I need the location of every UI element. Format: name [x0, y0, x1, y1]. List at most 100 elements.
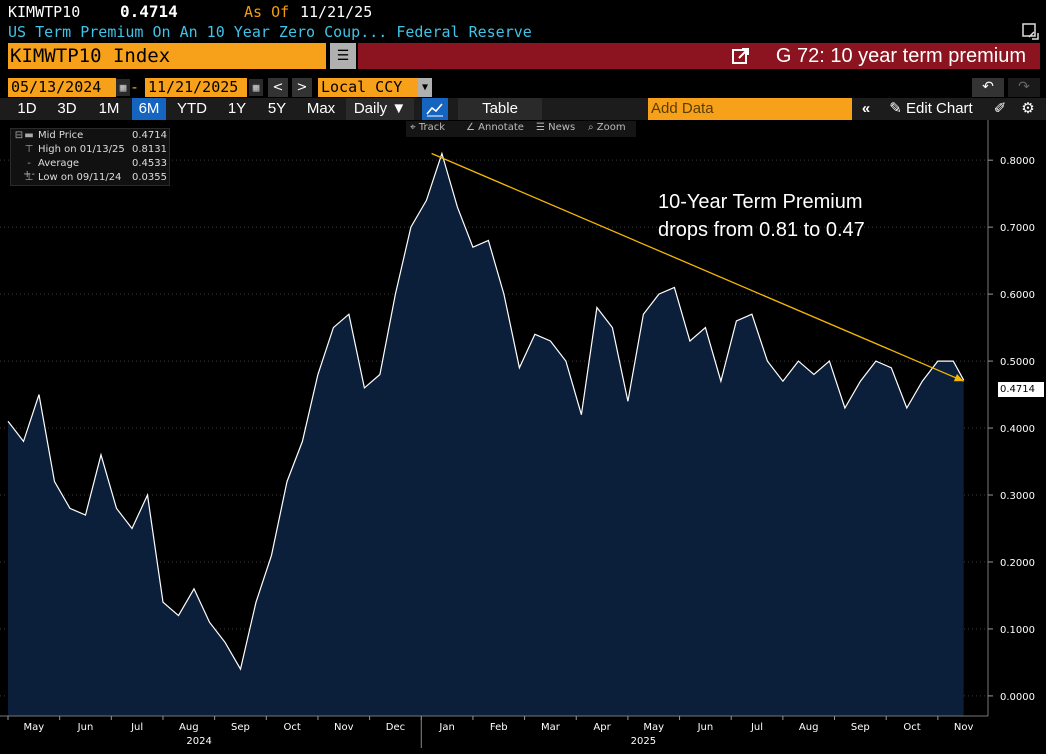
average-marker-icon: -+- — [23, 158, 35, 180]
chevron-down-icon: ▼ — [421, 82, 429, 93]
y-tick-label: 0.8000 — [1000, 156, 1035, 167]
start-date-field[interactable]: 05/13/2024 — [8, 78, 116, 97]
x-axis-ticks: May Jun Jul Aug Sep Oct Nov Dec Jan Feb Mar Apr May J… — [7, 716, 974, 748]
track-tool[interactable]: ⌖ Track — [410, 122, 445, 133]
low-marker-icon: ⊥ — [24, 172, 34, 183]
x-tick-label: Aug — [799, 722, 819, 733]
x-tick-label: May — [643, 722, 664, 733]
period-1m[interactable]: 1M — [98, 100, 120, 117]
function-title: G 72: 10 year term premium — [775, 45, 1026, 67]
x-tick-label: Oct — [903, 722, 920, 733]
security-description: US Term Premium On An 10 Year Zero Coup.… — [8, 23, 532, 41]
popout-icon[interactable] — [732, 47, 750, 65]
zoom-tool[interactable]: ⌕ Zoom — [588, 122, 626, 133]
period-1y[interactable]: 1Y — [227, 100, 247, 117]
y-tick-label: 0.3000 — [1000, 491, 1035, 502]
x-tick-label: Nov — [954, 722, 974, 733]
add-data-input[interactable]: Add Data — [648, 98, 852, 120]
x-tick-label: Jun — [697, 722, 714, 733]
x-year-label: 2024 — [186, 736, 211, 747]
last-price: 0.4714 — [120, 2, 178, 21]
redo-button[interactable]: ↷ — [1008, 78, 1040, 97]
price-area — [8, 153, 964, 716]
legend-average: -+- Average 0.4533 — [23, 158, 167, 180]
as-of-label: As Of — [244, 3, 290, 21]
x-tick-label: Sep — [851, 722, 870, 733]
x-tick-label: Apr — [593, 722, 611, 733]
annotate-tool[interactable]: ∠ Annotate — [466, 122, 524, 133]
currency-dropdown[interactable]: ▼ — [418, 78, 432, 97]
pencil-icon: ✎ — [889, 100, 902, 117]
frequency-dropdown[interactable]: Daily ▼ — [346, 98, 414, 120]
edit-icon-button[interactable]: ✐ — [990, 98, 1010, 120]
period-ytd[interactable]: YTD — [177, 100, 207, 117]
x-tick-label: Jan — [438, 722, 454, 733]
y-tick-label: 0.1000 — [1000, 625, 1035, 636]
x-tick-label: Nov — [334, 722, 354, 733]
edit-chart-label: Edit Chart — [906, 100, 973, 117]
x-tick-label: Sep — [231, 722, 250, 733]
price-line — [7, 151, 965, 671]
legend-low: ⊥ Low on 09/11/24 0.0355 — [24, 172, 167, 183]
line-swatch-icon: ▬ — [24, 130, 34, 141]
end-date-field[interactable]: 11/21/2025 — [145, 78, 247, 97]
line-chart-button[interactable] — [422, 98, 448, 120]
y-tick-label: 0.2000 — [1000, 558, 1035, 569]
annotation-line-1: 10-Year Term Premium — [658, 191, 863, 213]
x-tick-label: Aug — [179, 722, 199, 733]
x-tick-label: Jun — [77, 722, 94, 733]
undo-icon: ↶ — [982, 79, 994, 95]
y-tick-label: 0.0000 — [1000, 692, 1035, 703]
period-6m[interactable]: 6M — [132, 98, 166, 120]
y-tick-label: 0.7000 — [1000, 223, 1035, 234]
chart-toolbar: 1D 3D 1M 6M YTD 1Y 5Y Max Daily ▼ Table … — [0, 98, 1046, 120]
security-input[interactable]: KIMWTP10 Index — [8, 43, 326, 69]
y-tick-label: 0.4000 — [1000, 424, 1035, 435]
chevron-left-icon: < — [272, 80, 284, 95]
end-calendar-icon[interactable]: ▦ — [249, 79, 263, 96]
legend-high: ⊤ High on 01/13/25 0.8131 — [24, 144, 167, 155]
period-3d[interactable]: 3D — [57, 100, 77, 117]
x-year-label: 2025 — [631, 736, 656, 747]
next-period-button[interactable]: > — [292, 78, 312, 97]
period-5y[interactable]: 5Y — [267, 100, 287, 117]
annotation-line-2: drops from 0.81 to 0.47 — [658, 219, 865, 241]
line-chart-icon — [426, 103, 443, 117]
chart-legend[interactable]: ⊟ ▬ Mid Price 0.4714 ⊤ High on 01/13/25 0.… — [10, 128, 170, 186]
period-max[interactable]: Max — [306, 100, 336, 117]
x-tick-label: Mar — [541, 722, 561, 733]
trend-line — [431, 152, 964, 382]
y-axis-ticks: 0.0000 0.1000 0.2000 0.3000 0.4000 0.5000 0.60… — [988, 156, 1035, 703]
x-tick-label: Jul — [750, 722, 763, 733]
security-dropdown-button[interactable]: ☰ — [330, 43, 356, 69]
chart-annotation[interactable]: 10-Year Term Premium drops from 0.81 to … — [658, 188, 918, 244]
collapse-icon[interactable]: ⊟ — [14, 130, 24, 141]
gear-icon: ⚙ — [1021, 100, 1035, 117]
chart-tools-bar: ⌖ Track ∠ Annotate ☰ News ⌕ Zoom — [406, 121, 636, 137]
dropdown-icon: ☰ — [336, 48, 350, 64]
prev-period-button[interactable]: < — [268, 78, 288, 97]
news-tool[interactable]: ☰ News — [536, 122, 576, 133]
export-icon[interactable] — [1022, 23, 1040, 41]
table-button[interactable]: Table — [458, 98, 542, 120]
edit-box-icon: ✐ — [993, 100, 1007, 117]
chevron-right-icon: > — [296, 80, 308, 95]
undo-button[interactable]: ↶ — [972, 78, 1004, 97]
period-1d[interactable]: 1D — [17, 100, 37, 117]
legend-mid-price: ⊟ ▬ Mid Price 0.4714 — [14, 130, 167, 141]
start-calendar-icon[interactable]: ▦ — [116, 79, 130, 96]
x-tick-label: Feb — [490, 722, 508, 733]
x-tick-label: Oct — [283, 722, 300, 733]
ticker-symbol: KIMWTP10 — [8, 3, 81, 21]
high-marker-icon: ⊤ — [24, 144, 34, 155]
x-tick-label: Jul — [130, 722, 143, 733]
y-tick-label: 0.6000 — [1000, 290, 1035, 301]
x-tick-label: May — [23, 722, 44, 733]
collapse-button[interactable]: « — [856, 98, 876, 120]
settings-button[interactable]: ⚙ — [1018, 98, 1038, 120]
currency-field[interactable]: Local CCY — [318, 78, 418, 97]
as-of-date: 11/21/25 — [300, 3, 373, 21]
function-title-bar: G 72: 10 year term premium — [358, 43, 1040, 69]
date-range-dash: - — [130, 78, 140, 96]
edit-chart-button[interactable]: ✎ Edit Chart — [882, 98, 980, 120]
